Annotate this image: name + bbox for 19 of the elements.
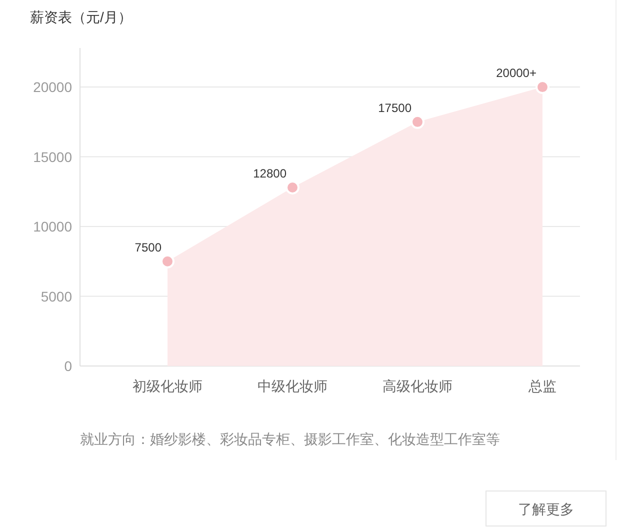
chart-title: 薪资表（元/月）: [30, 9, 132, 25]
y-tick-label: 20000: [33, 79, 72, 96]
y-tick-label: 5000: [40, 288, 72, 304]
text: 就业方向：婚纱影楼、彩妆品专柜、摄影工作室、化妆造型工作室等: [80, 431, 500, 447]
x-tick-label: 总监: [528, 378, 556, 394]
x-tick-label: 高级化妆师: [382, 378, 452, 394]
data-label: 12800: [253, 166, 287, 180]
point: [160, 254, 174, 268]
point: [410, 114, 424, 129]
data-label: 20000+: [496, 66, 536, 80]
data-label: 17500: [378, 100, 412, 115]
y-tick-label: 0: [64, 358, 72, 374]
button: 了解更多: [486, 490, 606, 526]
x-tick-label: 初级化妆师: [132, 378, 202, 394]
x-tick-label: 中级化妆师: [258, 378, 328, 394]
y-tick-label: 10000: [33, 218, 72, 235]
data-label: 7500: [134, 240, 162, 254]
y-tick-label: 15000: [33, 148, 72, 165]
point: [536, 80, 550, 94]
